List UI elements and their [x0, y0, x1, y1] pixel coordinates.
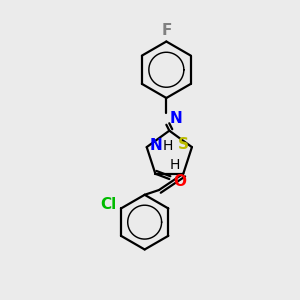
- Text: H: H: [162, 139, 172, 153]
- Text: O: O: [173, 174, 186, 189]
- Text: N: N: [169, 111, 182, 126]
- Text: Cl: Cl: [100, 197, 116, 212]
- Text: F: F: [161, 23, 172, 38]
- Text: N: N: [150, 138, 162, 153]
- Text: H: H: [170, 158, 180, 172]
- Text: S: S: [178, 137, 188, 152]
